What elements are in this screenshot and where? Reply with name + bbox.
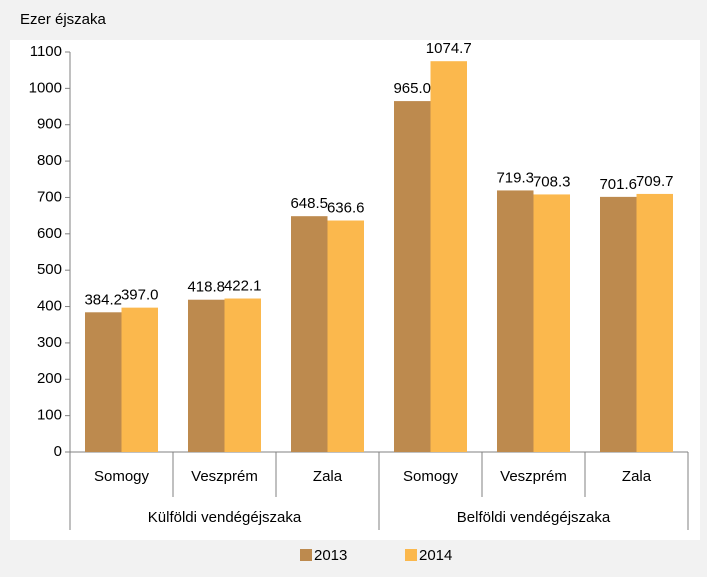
y-tick-label: 800 (37, 152, 62, 169)
legend-label: 2013 (314, 547, 347, 564)
x-tick-label: Zala (622, 468, 652, 485)
x-tick-label: Somogy (94, 468, 150, 485)
group-label: Belföldi vendégéjszaka (457, 509, 611, 526)
x-tick-label: Somogy (403, 468, 459, 485)
value-label: 384.2 (84, 291, 122, 308)
value-label: 422.1 (224, 277, 262, 294)
y-tick-label: 300 (37, 334, 62, 351)
legend-swatch (300, 549, 312, 561)
y-axis-title: Ezer éjszaka (20, 11, 107, 28)
y-tick-label: 400 (37, 298, 62, 315)
y-tick-label: 1100 (30, 43, 62, 60)
bar (224, 298, 261, 452)
y-tick-label: 700 (37, 188, 62, 205)
bar (533, 194, 570, 452)
bar (327, 220, 364, 452)
y-tick-label: 900 (37, 116, 62, 133)
value-label: 636.6 (327, 199, 365, 216)
x-tick-label: Veszprém (191, 468, 258, 485)
bar (291, 216, 328, 452)
y-tick-label: 600 (37, 225, 62, 242)
value-label: 719.3 (496, 169, 534, 186)
bar (430, 61, 467, 452)
y-tick-label: 1000 (29, 79, 62, 96)
value-label: 709.7 (636, 173, 674, 190)
y-tick-label: 500 (37, 261, 62, 278)
bar (600, 196, 637, 452)
x-tick-label: Veszprém (500, 468, 567, 485)
bar (497, 190, 534, 452)
legend-swatch (405, 549, 417, 561)
y-tick-label: 200 (37, 370, 62, 387)
y-tick-label: 0 (54, 443, 62, 460)
value-label: 418.8 (187, 279, 225, 296)
x-tick-label: Zala (313, 468, 343, 485)
value-label: 1074.7 (426, 40, 472, 57)
group-label: Külföldi vendégéjszaka (148, 509, 302, 526)
value-label: 965.0 (393, 80, 431, 97)
value-label: 397.0 (121, 287, 159, 304)
bar (188, 299, 225, 452)
bar (394, 101, 431, 452)
legend-label: 2014 (419, 547, 452, 564)
value-label: 708.3 (533, 173, 571, 190)
value-label: 648.5 (290, 195, 328, 212)
bar (121, 307, 158, 452)
y-tick-label: 100 (37, 407, 62, 424)
value-label: 701.6 (599, 176, 637, 193)
bar (636, 193, 673, 452)
bar (85, 312, 122, 452)
